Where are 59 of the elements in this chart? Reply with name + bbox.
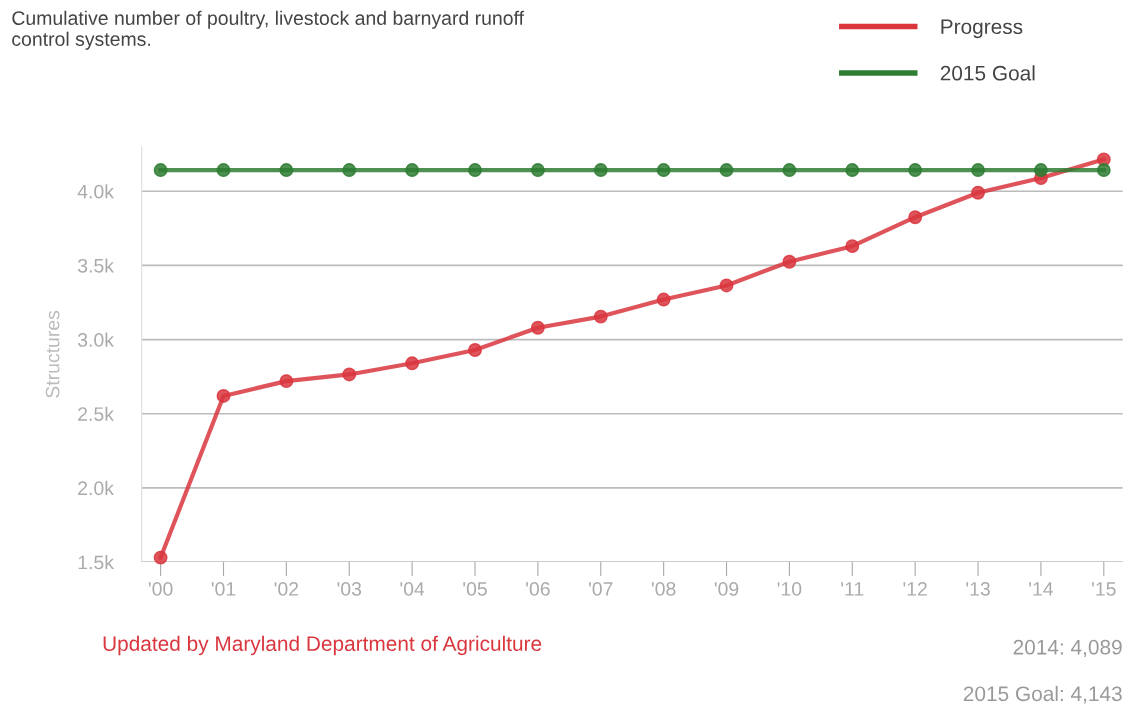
y-tick-label: 2.5k [78, 406, 114, 421]
text: 2014: 4,089 [1013, 639, 1122, 658]
point [1096, 163, 1111, 178]
x-tick-label: '14 [1029, 582, 1054, 596]
x-tick-label: '08 [651, 582, 676, 596]
point [342, 367, 357, 382]
x-tick-label: '01 [211, 582, 236, 596]
legend-label: 2015 Goal [940, 65, 1035, 81]
point [656, 292, 671, 307]
point [782, 254, 797, 269]
point [153, 163, 168, 178]
point [719, 163, 734, 178]
text: Updated by Maryland Department of Agriculture [103, 635, 542, 656]
point [971, 185, 985, 200]
point [153, 550, 168, 565]
y-tick-label: 3.0k [77, 332, 114, 347]
point [530, 163, 545, 178]
x-tick-label: '13 [966, 582, 990, 596]
x-tick-label: '12 [903, 582, 927, 596]
x-tick-label: '11 [841, 582, 864, 596]
point [342, 163, 357, 178]
point [279, 374, 294, 389]
point [216, 389, 231, 403]
point [468, 163, 482, 178]
point [279, 163, 294, 178]
y-tick-label: 2.0k [78, 480, 114, 496]
y-axis-title: Structures [45, 310, 60, 398]
point [405, 356, 420, 371]
y-tick-label: 4.0k [77, 184, 114, 199]
x-tick-label: '04 [400, 582, 425, 596]
point [530, 320, 545, 335]
x-tick-label: '02 [274, 582, 299, 596]
y-tick-label: 1.5k [78, 555, 114, 570]
y-tick-label: 3.5k [77, 258, 114, 273]
point [908, 163, 923, 178]
point [468, 343, 482, 357]
x-tick-label: '00 [148, 582, 173, 596]
text: 2015 Goal: 4,143 [963, 685, 1122, 704]
point [719, 278, 734, 293]
point [845, 163, 860, 178]
x-tick-label: '07 [589, 582, 613, 596]
point [971, 163, 985, 178]
chart-title: Cumulative number of poultry, livestock and barnyard runoff control systems. [12, 10, 525, 50]
legend-label: Progress [941, 19, 1023, 39]
point [593, 309, 608, 324]
point [1033, 163, 1048, 178]
point [593, 163, 608, 178]
x-tick-label: '15 [1092, 582, 1116, 596]
point [656, 163, 671, 178]
point [845, 239, 860, 254]
point [782, 163, 797, 178]
point [908, 210, 923, 225]
x-tick-label: '05 [463, 582, 487, 596]
x-tick-label: '09 [714, 582, 739, 596]
point [216, 163, 231, 178]
x-tick-label: '06 [526, 582, 550, 596]
x-tick-label: '10 [777, 582, 802, 596]
x-tick-label: '03 [337, 582, 362, 596]
point [405, 163, 420, 178]
